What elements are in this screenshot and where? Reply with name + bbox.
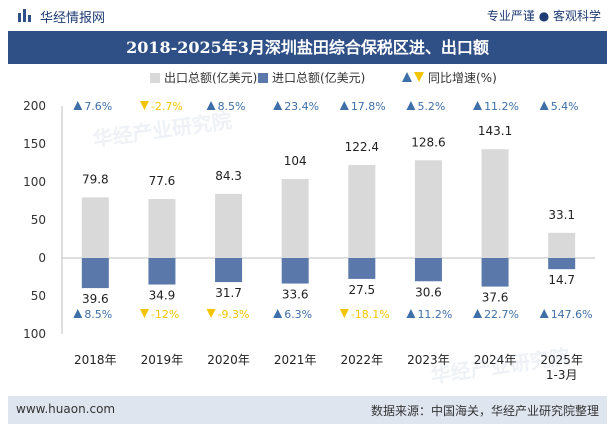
growth-import-triangle	[406, 309, 416, 318]
bar-import	[348, 258, 376, 279]
y-tick-label: 100	[23, 327, 46, 341]
growth-export-triangle	[339, 101, 349, 110]
bar-export	[348, 164, 376, 258]
growth-export-triangle	[406, 101, 416, 110]
bar-export	[81, 197, 109, 258]
growth-import-triangle	[539, 309, 549, 318]
growth-export-triangle	[139, 101, 149, 110]
data-label-import: 14.7	[548, 273, 575, 287]
growth-export-label: 5.4%	[551, 100, 579, 113]
y-tick-label: 100	[23, 175, 46, 189]
data-label-export: 122.4	[345, 140, 379, 154]
growth-export-label: 5.2%	[417, 100, 445, 113]
x-tick-label: 2022年	[341, 353, 384, 367]
data-label-export: 33.1	[548, 208, 575, 222]
y-tick-label: 50	[31, 289, 46, 303]
bar-export	[414, 160, 442, 258]
y-tick-label: 150	[23, 137, 46, 151]
footer: www.huaon.com 数据来源：中国海关，华经产业研究院整理	[8, 396, 607, 424]
growth-import-label: 22.7%	[484, 308, 519, 321]
bar-import	[281, 258, 309, 284]
x-tick-label: 2020年	[207, 353, 250, 367]
growth-import-label: -12%	[151, 308, 179, 321]
bar-export	[481, 149, 509, 258]
x-tick-label: 2023年	[407, 353, 450, 367]
data-label-export: 84.3	[215, 169, 242, 183]
chart: 200 150 100 50 0 50 100 出口总额(亿美元) 进口总额(亿美元) 同比增速(…	[23, 70, 595, 382]
growth-export-triangle	[473, 101, 483, 110]
chart-title: 2018-2025年3月深圳盐田综合保税区进、出口额	[126, 38, 489, 57]
growth-export-label: 17.8%	[351, 100, 386, 113]
data-label-export: 79.8	[82, 172, 109, 186]
y-tick-label: 200	[23, 99, 46, 113]
growth-import-triangle	[273, 309, 283, 318]
growth-import-triangle	[206, 309, 216, 318]
bar-export	[281, 178, 309, 258]
legend-triangle-up	[402, 72, 412, 82]
data-label-export: 77.6	[149, 174, 176, 188]
data-label-import: 31.7	[215, 286, 242, 300]
y-tick-label: 50	[31, 213, 46, 227]
growth-import-triangle	[473, 309, 483, 318]
bar-export	[548, 232, 576, 258]
legend-label-growth: 同比增速(%)	[428, 71, 497, 85]
growth-export-triangle	[73, 101, 83, 110]
x-tick-label: 2021年	[274, 353, 317, 367]
y-tick-label: 0	[38, 251, 46, 265]
data-label-import: 34.9	[149, 289, 176, 303]
legend-swatch-export	[150, 73, 160, 83]
growth-export-label: 8.5%	[218, 100, 246, 113]
growth-import-label: 6.3%	[284, 308, 312, 321]
bar-import	[148, 258, 176, 285]
footer-site: www.huaon.com	[16, 402, 116, 416]
bar-import	[481, 258, 509, 287]
growth-export-label: 7.6%	[84, 100, 112, 113]
bar-import	[215, 258, 243, 283]
data-label-import: 33.6	[282, 288, 309, 302]
growth-export-label: 11.2%	[484, 100, 519, 113]
growth-import-label: 147.6%	[551, 308, 593, 321]
bar-import	[414, 258, 442, 282]
data-label-export: 104	[284, 154, 307, 168]
growth-import-label: 11.2%	[417, 308, 452, 321]
bar-import	[81, 258, 109, 289]
bar-export	[215, 193, 243, 258]
growth-import-label: -9.3%	[218, 308, 250, 321]
legend-label-import: 进口总额(亿美元)	[272, 70, 365, 85]
growth-import-triangle	[339, 309, 349, 318]
growth-import-label: -18.1%	[351, 308, 390, 321]
growth-export-label: -2.7%	[151, 100, 183, 113]
growth-export-label: 23.4%	[284, 100, 319, 113]
x-tick-label: 2025年	[540, 353, 583, 367]
data-label-export: 128.6	[411, 135, 445, 149]
data-label-import: 27.5	[348, 283, 375, 297]
data-label-import: 39.6	[82, 292, 109, 306]
title-bar: 2018-2025年3月深圳盐田综合保税区进、出口额	[8, 31, 607, 64]
data-label-import: 30.6	[415, 285, 442, 299]
x-tick-label: 2019年	[141, 353, 184, 367]
x-tick-label: 2018年	[74, 353, 117, 367]
legend-label-export: 出口总额(亿美元)	[164, 70, 257, 85]
brand-name: 华经情报网	[40, 11, 106, 26]
data-label-import: 37.6	[482, 291, 509, 305]
x-tick-label: 2024年	[474, 353, 517, 367]
growth-export-triangle	[273, 101, 283, 110]
footer-source: 数据来源：中国海关，华经产业研究院整理	[370, 404, 599, 418]
growth-import-triangle	[73, 309, 83, 318]
brand-logo-icon	[18, 9, 31, 22]
growth-import-label: 8.5%	[84, 308, 112, 321]
growth-export-triangle	[539, 101, 549, 110]
bar-export	[148, 199, 176, 258]
top-bar: 华经情报网 专业严谨 ● 客观科学	[0, 0, 615, 31]
bar-import	[548, 258, 576, 270]
growth-export-triangle	[206, 101, 216, 110]
legend-swatch-import	[258, 73, 268, 83]
x-tick-label: 1-3月	[546, 368, 578, 382]
data-label-export: 143.1	[478, 124, 512, 138]
tagline: 专业严谨 ● 客观科学	[486, 9, 601, 23]
growth-import-triangle	[139, 309, 149, 318]
legend-triangle-down	[414, 72, 424, 82]
